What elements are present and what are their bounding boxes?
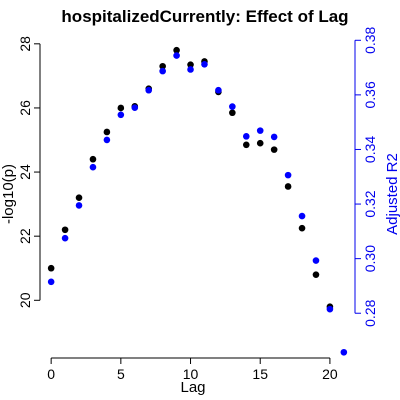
adjusted-r2-point (229, 103, 236, 110)
left-y-axis: 20 22 24 26 28 (17, 36, 41, 308)
adjusted-r2-point (75, 202, 83, 209)
neglog10p-point (298, 224, 306, 232)
left-axis-label: -log10(p) (0, 164, 17, 224)
neglog10p-point (312, 271, 320, 278)
right-tick-label: 0.28 (362, 299, 378, 326)
adjusted-r2-point (242, 133, 250, 140)
adjusted-r2-point (187, 66, 194, 73)
neglog10p-point (159, 62, 166, 70)
adjusted-r2-point (340, 348, 348, 356)
x-tick-label: 10 (183, 366, 199, 382)
adjusted-r2-point (131, 104, 139, 112)
neglog10p-point (75, 194, 83, 202)
right-tick-label: 0.30 (362, 245, 378, 272)
adjusted-r2-point (201, 61, 208, 68)
adjusted-r2-point (270, 133, 278, 141)
right-y-axis: 0.28 0.30 0.32 0.34 0.36 0.38 (354, 26, 378, 327)
adjusted-r2-point (145, 86, 153, 94)
adjusted-r2-point (326, 305, 334, 313)
neglog10p-point (284, 183, 292, 190)
adjusted-r2-point (298, 212, 306, 220)
chart-title: hospitalizedCurrently: Effect of Lag (61, 7, 348, 26)
x-tick-label: 20 (322, 366, 338, 382)
adjusted-r2-point (159, 67, 166, 75)
data-points (47, 46, 348, 356)
adjusted-r2-point (103, 136, 111, 144)
neglog10p-point (47, 264, 55, 272)
neglog10p-point (256, 139, 264, 147)
adjusted-r2-point (117, 111, 125, 119)
right-tick-label: 0.38 (362, 26, 378, 53)
x-tick-label: 15 (252, 366, 268, 382)
left-tick-label: 20 (17, 292, 33, 308)
right-tick-label: 0.32 (362, 190, 378, 217)
adjusted-r2-point (173, 52, 180, 59)
right-tick-label: 0.34 (362, 136, 378, 163)
neglog10p-point (187, 61, 194, 68)
neglog10p-point (270, 146, 278, 153)
adjusted-r2-point (215, 86, 222, 94)
neglog10p-point (117, 104, 125, 112)
adjusted-r2-point (256, 127, 264, 134)
adjusted-r2-point (284, 171, 292, 179)
neglog10p-point (242, 141, 250, 149)
x-tick-label: 0 (47, 366, 55, 382)
left-tick-label: 26 (17, 100, 33, 116)
neglog10p-point (89, 155, 97, 163)
x-axis-label: Lag (180, 379, 205, 396)
right-tick-label: 0.36 (362, 81, 378, 108)
x-tick-label: 5 (117, 366, 125, 382)
left-tick-label: 28 (17, 36, 33, 52)
x-axis: 0 5 10 15 20 (47, 357, 338, 382)
adjusted-r2-point (89, 163, 97, 171)
left-tick-label: 22 (17, 228, 33, 244)
adjusted-r2-point (47, 278, 55, 286)
adjusted-r2-point (61, 234, 69, 242)
adjusted-r2-point (312, 257, 320, 264)
neglog10p-point (173, 46, 180, 54)
neglog10p-point (103, 128, 111, 136)
right-axis-label: Adjusted R2 (384, 153, 400, 235)
neglog10p-point (61, 226, 69, 234)
left-tick-label: 24 (17, 164, 33, 180)
neglog10p-point (229, 109, 236, 117)
